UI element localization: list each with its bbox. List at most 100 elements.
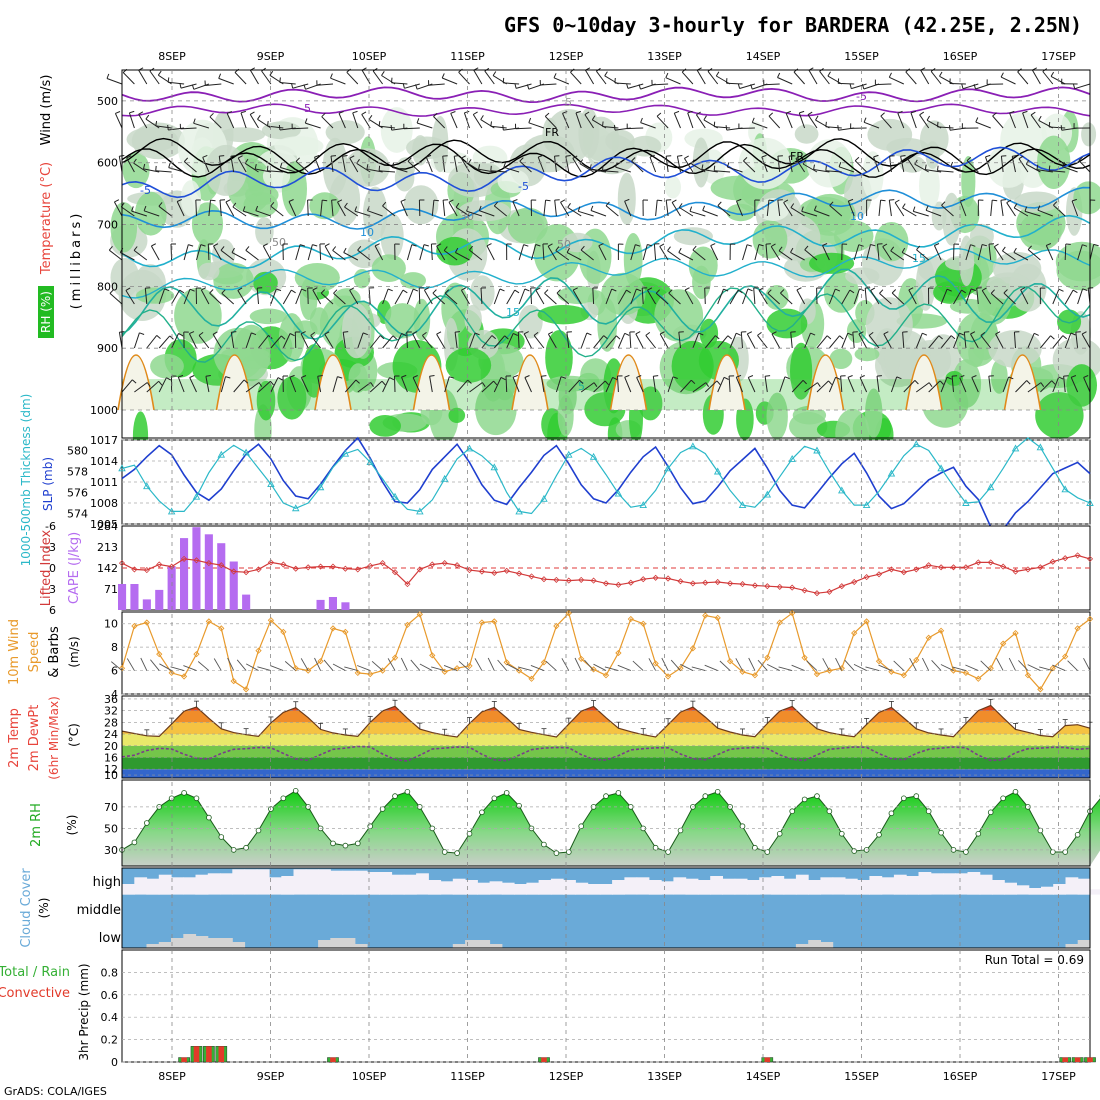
wind-barb-flag	[524, 288, 530, 292]
li-point	[391, 569, 399, 576]
wind-barb	[138, 69, 148, 85]
wind-barb-flag	[829, 201, 834, 206]
wind-barb	[777, 156, 781, 173]
wind-barb-flag	[314, 154, 320, 158]
rh-shade-blob	[348, 363, 368, 393]
wind-speed-point	[689, 645, 697, 652]
thickness-point	[291, 504, 300, 512]
wind-barb-flag	[847, 332, 853, 336]
wind-barb	[683, 158, 694, 173]
wind-barb-flag	[169, 335, 174, 340]
pressure-tick-label: 500	[97, 95, 118, 108]
rh2m-point	[479, 809, 485, 816]
precip-conv-label: Convective	[0, 986, 70, 1001]
wind-10m-barb	[1067, 660, 1078, 671]
wind-barb-flag	[566, 247, 570, 253]
thickness-series-line	[121, 437, 1091, 515]
wind-barb-flag	[889, 199, 895, 201]
thickness-point	[341, 449, 350, 457]
wind-barb	[676, 156, 681, 173]
wind-barb	[213, 245, 222, 261]
wind-barb-flag	[743, 157, 748, 162]
wind-barb	[919, 114, 930, 129]
slp-tick-label: 1008	[90, 497, 118, 510]
wind-barb	[791, 379, 804, 393]
li-point	[243, 569, 250, 576]
wind-10m-barb	[257, 666, 272, 672]
cloud-high-bar	[746, 880, 760, 895]
wind-barb	[480, 287, 483, 305]
cape-tick-label: 142	[97, 562, 118, 575]
cloud-cover-panel	[121, 867, 1100, 949]
wind-barb-flag	[985, 154, 991, 158]
wind-barb	[605, 377, 614, 393]
precip-frame	[121, 949, 1091, 1063]
wind-barb-flag	[626, 83, 629, 89]
li-point	[205, 560, 212, 567]
wind-barb	[231, 252, 247, 261]
cloud-high-bar	[465, 880, 478, 895]
wind-barb	[985, 156, 992, 173]
wind-barb-flag	[480, 115, 484, 120]
wind-barb	[442, 200, 446, 217]
wind-barb	[908, 289, 917, 305]
wind-10m-barb	[965, 664, 979, 671]
wind-barb	[920, 69, 930, 85]
cloud-high-bar	[440, 881, 454, 895]
wind-barb	[883, 333, 892, 349]
wind-barb-flag	[401, 374, 407, 378]
rh-shade-blob	[1035, 392, 1084, 439]
wind-barb-flag	[220, 246, 225, 251]
wind-barb	[795, 158, 806, 173]
wind-barb	[937, 170, 954, 173]
wind-barb-flag	[366, 164, 369, 170]
wind-barb-flag	[715, 335, 720, 340]
wind-barb	[870, 290, 880, 305]
temp2m-frame	[121, 695, 1091, 779]
wind-barb-flag	[280, 335, 286, 340]
wind-barb	[523, 333, 532, 349]
wind-barb	[624, 377, 632, 393]
li-point	[516, 570, 523, 577]
wind-barb-flag	[635, 244, 641, 247]
wind-barb	[512, 377, 520, 393]
rh-shade-blob	[865, 388, 883, 438]
cloud-high-bar	[244, 869, 258, 895]
cloud-high-bar	[759, 877, 772, 895]
cloud-high-bar	[636, 877, 650, 895]
wind-barb	[753, 287, 756, 305]
wind-barb-flag	[795, 155, 801, 159]
wind-barb-flag	[193, 118, 196, 124]
wind-barb-flag	[324, 331, 330, 335]
wind-barb-flag	[647, 244, 653, 247]
cloud-low-label: low	[99, 931, 122, 946]
wind-speed-point	[900, 672, 907, 679]
wind-barb	[212, 334, 222, 349]
wind-barb-flag	[684, 155, 689, 159]
wind-barb	[656, 115, 669, 129]
wind-10m-barb	[487, 657, 495, 671]
rh-shade-blob	[990, 359, 1008, 394]
wind-barb	[990, 200, 993, 217]
wind-barb	[282, 289, 292, 305]
wind-barb	[171, 333, 179, 349]
wind-barb-flag	[478, 205, 482, 211]
wind-barb	[1074, 83, 1091, 90]
wind-barb	[814, 209, 830, 217]
thickness-point	[366, 458, 374, 465]
temp-contour	[121, 268, 1091, 340]
rh2m-point	[553, 850, 560, 856]
wind-barb-flag	[556, 289, 561, 294]
rh-shade-blob	[557, 285, 599, 305]
wind-barb	[209, 116, 222, 129]
wind-barb	[570, 71, 582, 85]
temp2m-tick-label: 16	[104, 752, 118, 765]
wind-barb	[897, 113, 905, 129]
wind-barb	[913, 210, 929, 217]
temp2m-label: 2m Temp	[7, 708, 22, 768]
wind-barb	[205, 376, 210, 393]
pressure-tick-label: 1000	[90, 404, 118, 417]
wind-barb-flag	[589, 164, 592, 170]
rh2m-point	[702, 793, 709, 799]
wind-10m-barb	[921, 657, 930, 671]
